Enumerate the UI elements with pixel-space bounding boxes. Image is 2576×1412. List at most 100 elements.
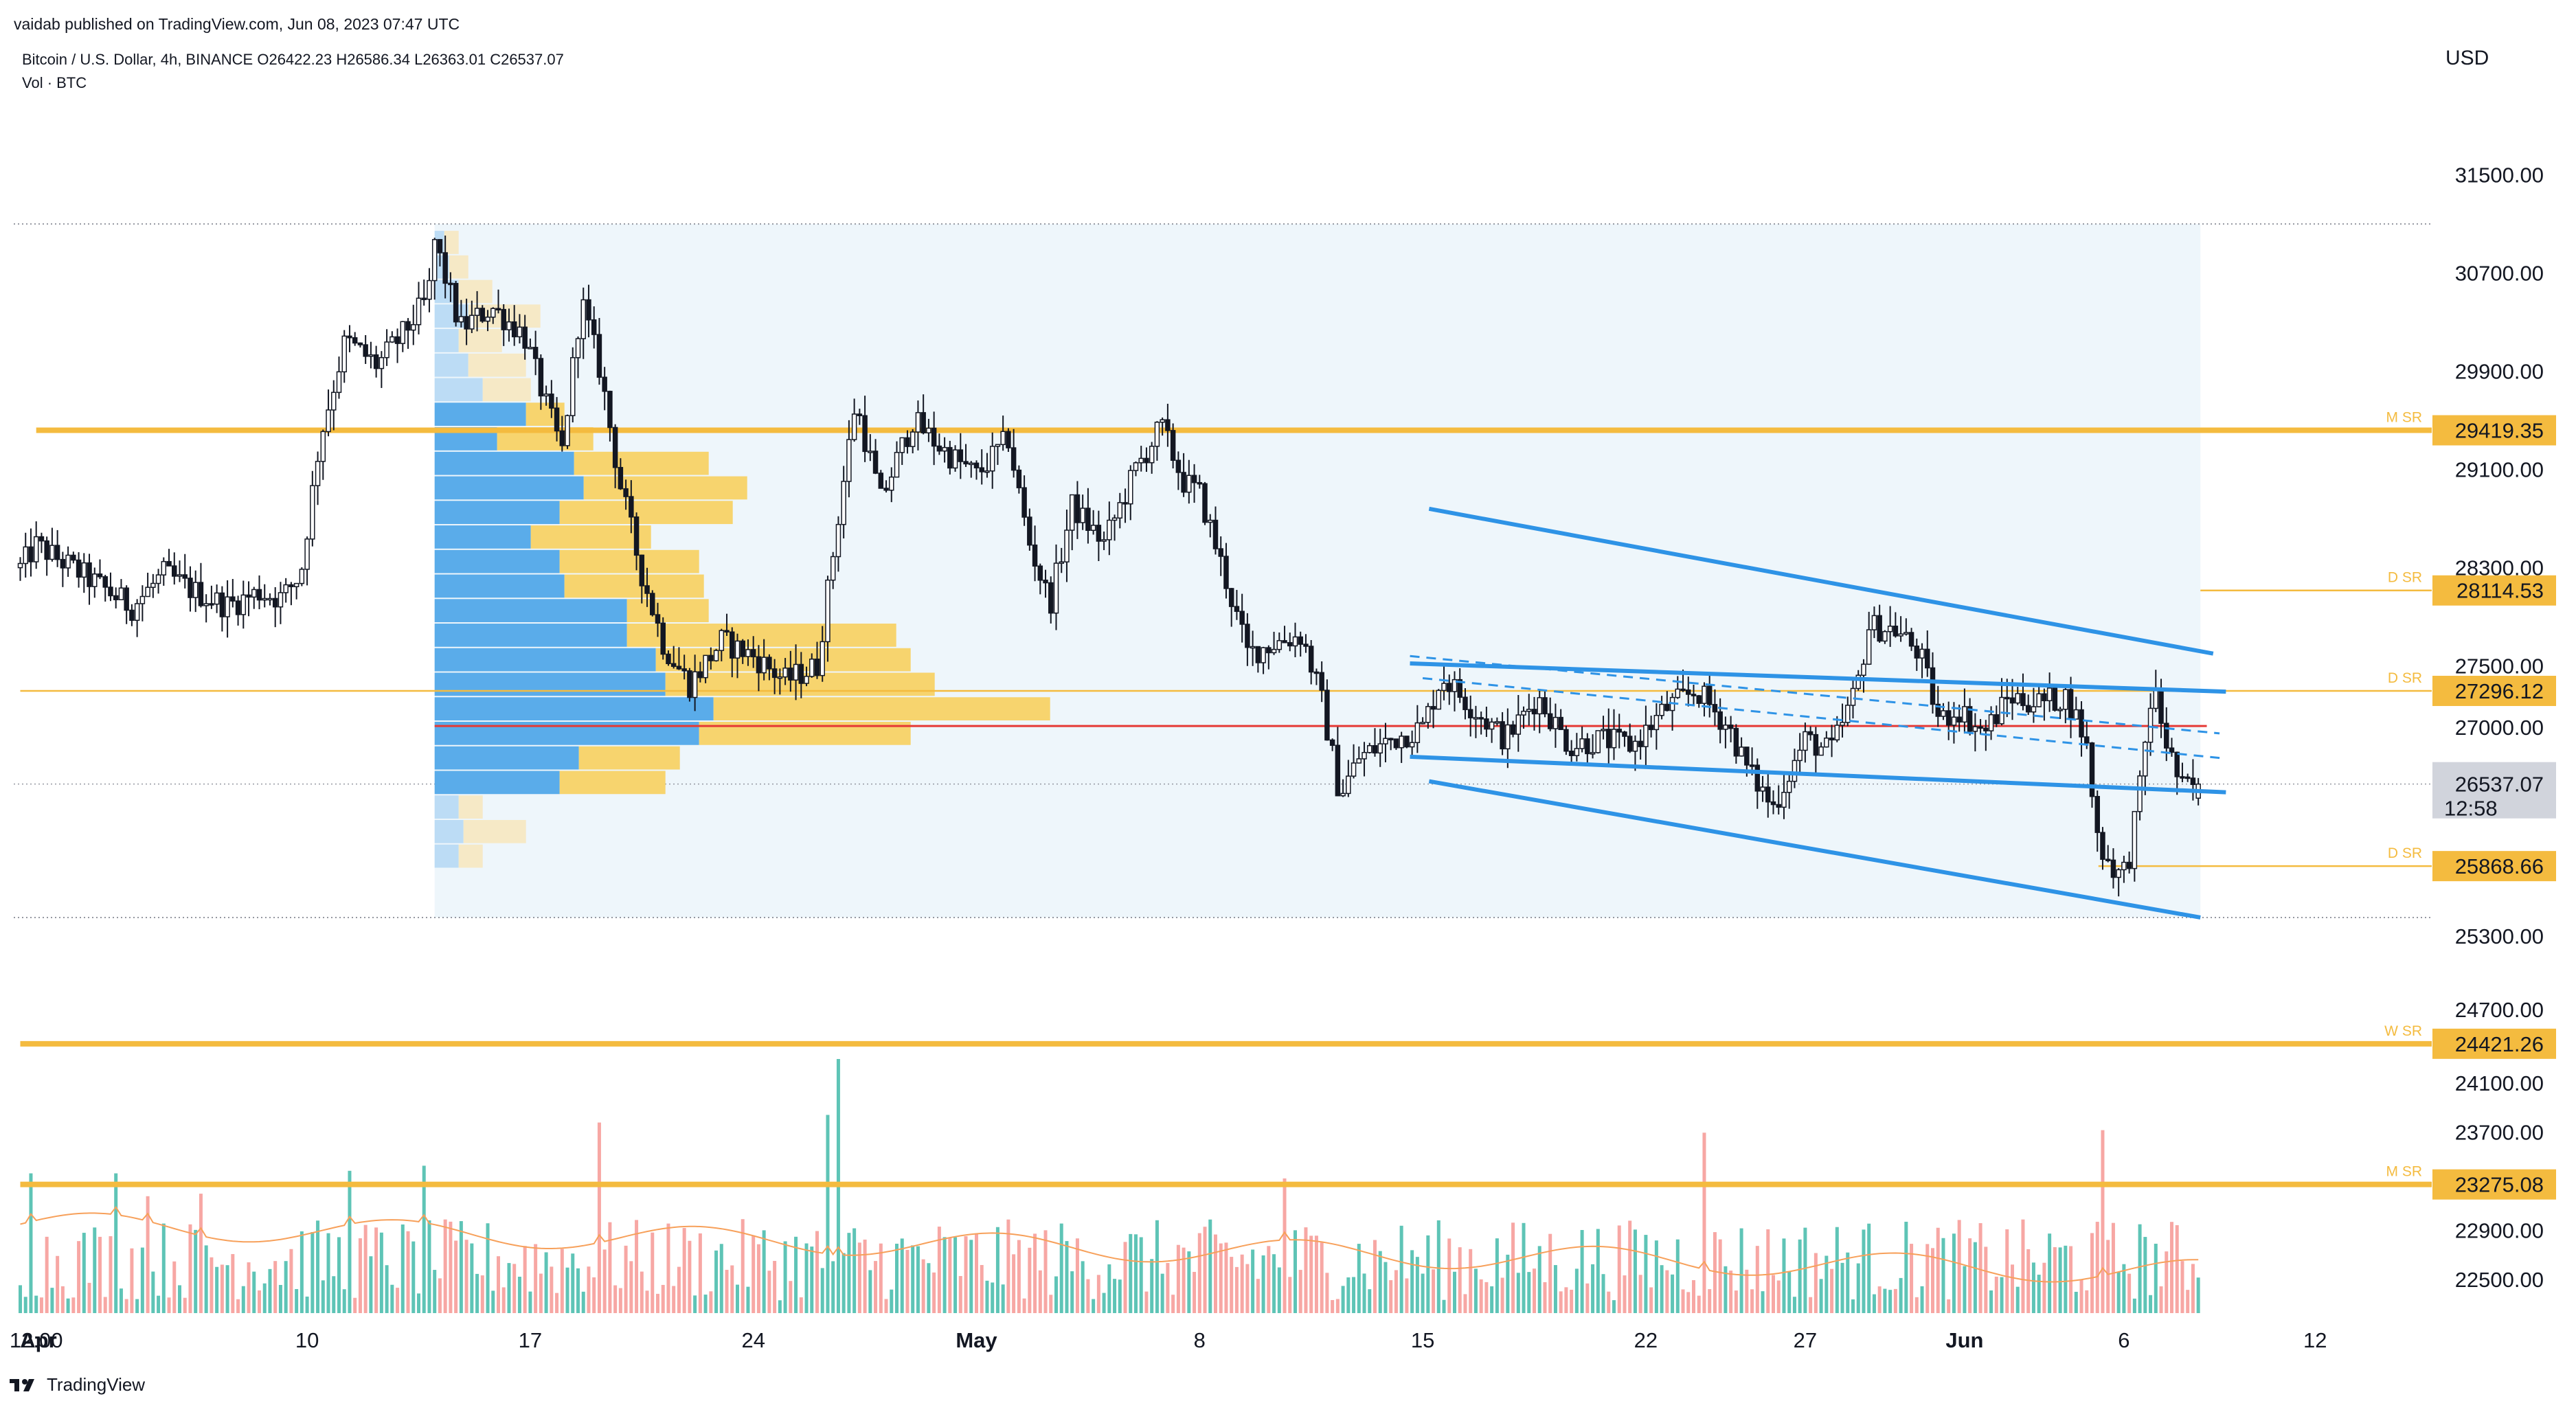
candle-up — [1941, 710, 1946, 717]
volume-bar — [1607, 1291, 1611, 1313]
volume-profile-up-bar — [434, 329, 459, 352]
candle-down — [798, 663, 804, 684]
trend-channel-inner-lower[interactable] — [1410, 754, 2226, 795]
volume-bar — [204, 1245, 208, 1313]
sr-level-price-text: 28114.53 — [2456, 579, 2544, 603]
candle-down — [1303, 644, 1309, 647]
tradingview-footer[interactable]: TradingView — [10, 1374, 145, 1396]
candle-down — [1191, 475, 1197, 483]
volume-bar — [528, 1291, 532, 1313]
volume-bar — [316, 1220, 320, 1313]
candle-up — [868, 451, 873, 453]
volume-bar — [980, 1264, 984, 1313]
candle-up — [1441, 683, 1447, 692]
candle-up — [1871, 615, 1877, 630]
candle-down — [1255, 646, 1261, 663]
volume-bar — [2031, 1262, 2035, 1313]
volume-bar — [1453, 1271, 1456, 1313]
price-tick-label: 24700.00 — [2455, 998, 2544, 1022]
candle-down — [1223, 556, 1229, 589]
sr-level-price-badge[interactable] — [2432, 415, 2556, 446]
candle-up — [1951, 716, 1957, 726]
candle-up — [1436, 690, 1442, 710]
volume-bar — [363, 1225, 368, 1313]
sr-level-price-badge[interactable] — [2432, 1028, 2556, 1059]
volume-bar — [1989, 1290, 1993, 1313]
candle-down — [554, 407, 560, 432]
volume-bar — [1809, 1297, 1813, 1313]
candle-down — [650, 593, 655, 615]
trend-channel-outer-lower[interactable] — [1428, 779, 2201, 920]
candle-down — [1978, 726, 1983, 729]
volume-bar — [2101, 1130, 2105, 1313]
trend-channel-outer-upper[interactable] — [1428, 506, 2214, 656]
volume-bar — [2196, 1277, 2200, 1313]
volume-profile-up-bar — [434, 402, 526, 426]
sr-level-price-text: 29419.35 — [2455, 419, 2544, 443]
volume-bar — [1331, 1299, 1335, 1313]
candle-up — [1138, 457, 1144, 464]
volume-bar — [379, 1232, 383, 1313]
volume-bar — [995, 1227, 999, 1313]
candle-down — [1712, 704, 1718, 713]
volume-bar — [1734, 1290, 1738, 1313]
volume-bar — [39, 1297, 43, 1313]
candle-up — [1000, 431, 1006, 446]
candle-up — [1702, 685, 1707, 704]
volume-bar — [1511, 1222, 1515, 1313]
volume-profile-down-bar — [458, 280, 493, 304]
candle-down — [1547, 713, 1553, 729]
volume-profile-down-bar — [559, 501, 733, 525]
volume-bar — [1059, 1223, 1063, 1313]
sr-level-price-badge[interactable] — [2432, 676, 2556, 707]
candle-up — [734, 640, 741, 659]
candle-up — [1208, 519, 1213, 523]
currency-label[interactable]: USD — [2445, 47, 2489, 69]
volume-bar — [1469, 1249, 1473, 1313]
volume-bar — [581, 1291, 585, 1313]
sr-level-price-badge[interactable] — [2432, 851, 2556, 882]
candle-down — [724, 630, 730, 633]
sr-level-price-badge[interactable] — [2432, 1169, 2556, 1200]
candle-down — [1372, 744, 1378, 754]
volume-bar — [2053, 1246, 2057, 1313]
trend-channel-dashed-upper[interactable] — [1410, 654, 2220, 735]
volume-bar — [475, 1273, 479, 1313]
volume-bar — [1527, 1272, 1531, 1313]
candle-up — [713, 650, 719, 661]
volume-profile-down-bar — [458, 795, 483, 819]
volume-bar — [794, 1236, 798, 1313]
volume-bar — [656, 1293, 659, 1313]
volume-bar — [969, 1240, 973, 1313]
volume-indicator-label[interactable]: Vol · BTC — [22, 74, 87, 91]
candle-down — [1175, 459, 1182, 473]
symbol-info[interactable]: Bitcoin / U.S. Dollar, 4h, BINANCE O2642… — [22, 51, 564, 68]
volume-bar — [1277, 1267, 1281, 1313]
price-axis[interactable] — [2432, 0, 2576, 1339]
candle-down — [347, 335, 352, 339]
candle-up — [1154, 422, 1160, 447]
candle-down — [750, 649, 756, 658]
candle-down — [1935, 703, 1941, 717]
candle-down — [862, 415, 868, 453]
volume-bar — [1144, 1291, 1149, 1313]
volume-bar — [1182, 1247, 1186, 1313]
volume-bar — [1272, 1254, 1276, 1313]
volume-bar — [2026, 1249, 2031, 1313]
trend-channel-dashed-lower[interactable] — [1422, 676, 2220, 760]
candle-down — [1245, 624, 1250, 648]
candle-down — [767, 657, 772, 670]
volume-bar — [252, 1271, 256, 1313]
candle-down — [1983, 727, 1989, 731]
candle-down — [1967, 706, 1973, 732]
candle-down — [1686, 689, 1691, 695]
sr-level-price-badge[interactable] — [2432, 575, 2556, 606]
candle-up — [1659, 703, 1664, 716]
current-price-badge[interactable] — [2432, 762, 2556, 819]
volume-bar — [2138, 1224, 2142, 1313]
candle-up — [2015, 693, 2020, 704]
volume-bar — [247, 1262, 251, 1313]
candle-down — [1500, 721, 1505, 750]
candle-up — [1346, 775, 1351, 795]
